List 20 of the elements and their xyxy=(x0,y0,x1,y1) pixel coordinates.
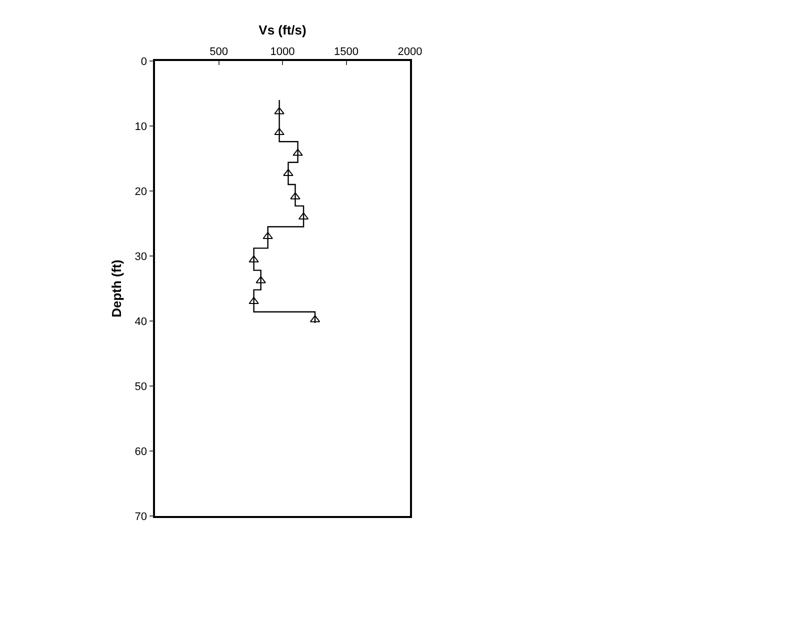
point xyxy=(292,148,303,156)
x-axis-title: Vs (ft/s) xyxy=(258,22,306,38)
y-tick-label: 30 xyxy=(134,250,148,263)
y-axis-title: Depth (ft) xyxy=(109,260,124,318)
x-tick-label: 500 xyxy=(210,46,228,58)
y-tick-label: 60 xyxy=(134,446,148,458)
y-tick-label: 50 xyxy=(134,380,148,393)
y-tick-label: 10 xyxy=(134,120,148,133)
point xyxy=(274,107,284,114)
point xyxy=(248,255,259,262)
point xyxy=(283,168,294,176)
x-tick-label: 2000 xyxy=(398,46,422,58)
y-tick-label: 0 xyxy=(140,56,148,68)
point xyxy=(290,192,300,200)
x-tick-label: 1000 xyxy=(270,46,295,58)
point xyxy=(256,276,266,284)
y-tick-label: 70 xyxy=(134,510,148,523)
y-tick-label: 40 xyxy=(134,316,148,328)
y-tick-label: 20 xyxy=(134,186,148,198)
x-tick-label: 1500 xyxy=(334,46,358,58)
